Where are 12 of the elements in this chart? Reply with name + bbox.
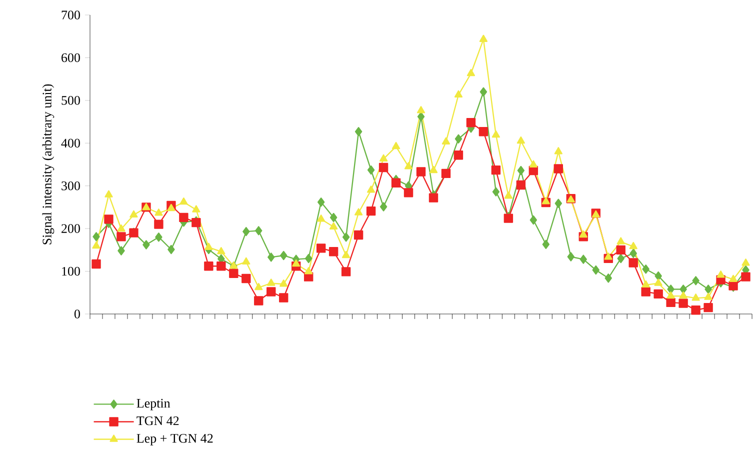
y-tick-label: 700 — [62, 10, 80, 20]
y-tick-label: 400 — [61, 138, 80, 148]
y-tick-label: 500 — [62, 96, 80, 105]
legend-label: Leptin — [136, 398, 170, 410]
legend-label: TGN 42 — [136, 416, 179, 426]
y-tick-label: 300 — [62, 181, 80, 190]
y-tick-label: 0 — [74, 310, 80, 318]
y-axis-title: Signal intensity (arbitrary unit) — [42, 84, 54, 244]
y-tick-label: 200 — [62, 224, 80, 233]
y-tick-label: 600 — [62, 53, 80, 62]
legend-label: Lep + TGN 42 — [136, 434, 213, 446]
y-tick-label: 100 — [62, 266, 80, 276]
